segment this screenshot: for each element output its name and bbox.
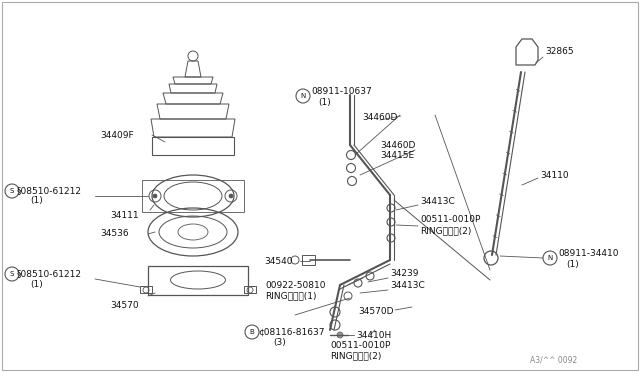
Text: 34239: 34239 bbox=[390, 269, 419, 279]
Text: 34410H: 34410H bbox=[356, 330, 391, 340]
Text: 34110: 34110 bbox=[540, 170, 568, 180]
Text: 34570: 34570 bbox=[110, 301, 139, 310]
Text: 34570D: 34570D bbox=[358, 308, 394, 317]
Circle shape bbox=[337, 332, 343, 338]
Text: (1): (1) bbox=[318, 99, 331, 108]
Text: (1): (1) bbox=[566, 260, 579, 269]
Text: 00511-0010P: 00511-0010P bbox=[330, 340, 390, 350]
Text: ¢08116-81637: ¢08116-81637 bbox=[258, 327, 324, 337]
Text: N: N bbox=[300, 93, 306, 99]
Text: 34111: 34111 bbox=[110, 211, 139, 219]
Text: (3): (3) bbox=[273, 337, 285, 346]
Text: 34460D: 34460D bbox=[380, 141, 415, 150]
Text: 00922-50810: 00922-50810 bbox=[265, 280, 326, 289]
Text: 34540: 34540 bbox=[264, 257, 292, 266]
Text: §08510-61212: §08510-61212 bbox=[17, 186, 82, 196]
Text: RINGリング(1): RINGリング(1) bbox=[265, 292, 317, 301]
Text: 34413C: 34413C bbox=[390, 282, 425, 291]
Text: (1): (1) bbox=[30, 196, 43, 205]
Text: 08911-34410: 08911-34410 bbox=[558, 250, 618, 259]
Circle shape bbox=[229, 194, 233, 198]
Text: B: B bbox=[250, 329, 254, 335]
Text: 34460D: 34460D bbox=[362, 113, 397, 122]
Text: RINGリング(2): RINGリング(2) bbox=[420, 227, 472, 235]
Text: N: N bbox=[547, 255, 552, 261]
Text: S: S bbox=[10, 271, 14, 277]
Text: 34536: 34536 bbox=[100, 230, 129, 238]
Text: §08510-61212: §08510-61212 bbox=[17, 269, 82, 279]
Text: 34413C: 34413C bbox=[420, 198, 455, 206]
Text: (1): (1) bbox=[30, 279, 43, 289]
Text: A3/^^ 0092: A3/^^ 0092 bbox=[530, 356, 577, 365]
Text: 08911-10637: 08911-10637 bbox=[311, 87, 372, 96]
Text: 00511-0010P: 00511-0010P bbox=[420, 215, 481, 224]
Text: S: S bbox=[10, 188, 14, 194]
Text: RINGリング(2): RINGリング(2) bbox=[330, 352, 381, 360]
Text: 34415E: 34415E bbox=[380, 151, 414, 160]
Circle shape bbox=[153, 194, 157, 198]
Text: 34409F: 34409F bbox=[100, 131, 134, 140]
Text: 32865: 32865 bbox=[545, 48, 573, 57]
